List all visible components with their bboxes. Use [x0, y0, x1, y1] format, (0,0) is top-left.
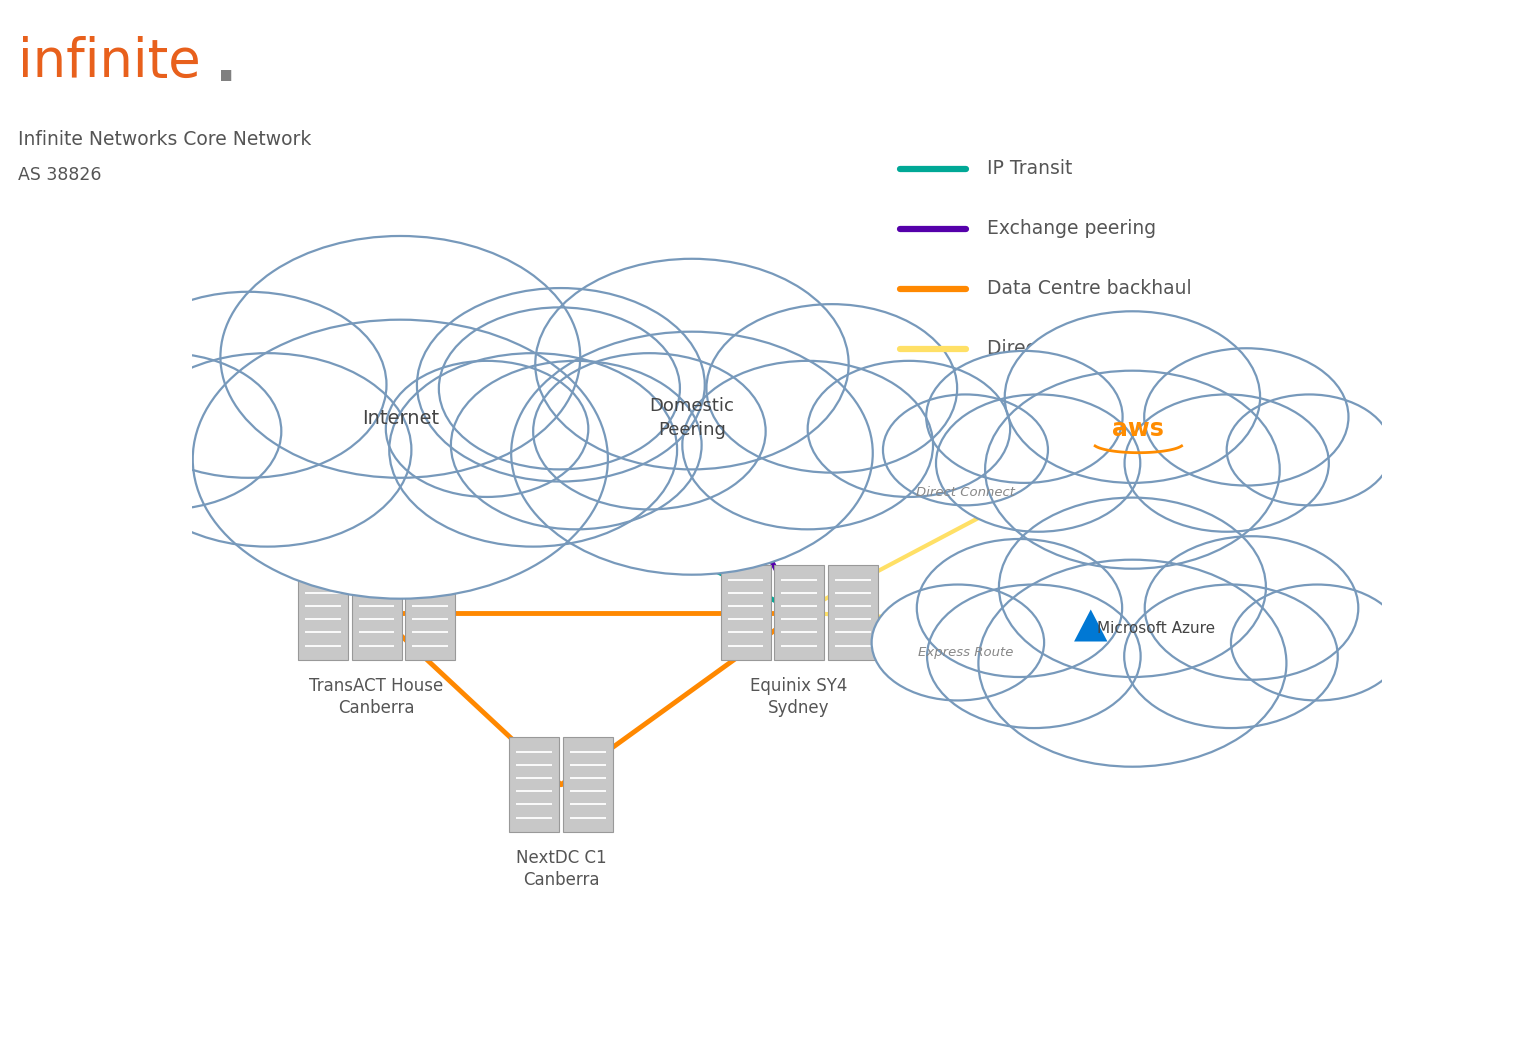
Text: NextDC C1
Canberra: NextDC C1 Canberra [516, 849, 607, 889]
Circle shape [871, 585, 1044, 700]
Circle shape [533, 353, 765, 509]
Text: IP Transit: IP Transit [988, 159, 1072, 178]
Text: TransACT House
Canberra: TransACT House Canberra [309, 676, 444, 717]
FancyBboxPatch shape [406, 565, 455, 661]
Text: Data Centre backhaul: Data Centre backhaul [988, 279, 1192, 298]
Circle shape [416, 288, 705, 481]
FancyBboxPatch shape [720, 565, 771, 661]
Circle shape [389, 353, 677, 547]
Circle shape [707, 304, 957, 473]
Text: Express Route: Express Route [919, 646, 1014, 659]
Circle shape [883, 395, 1048, 505]
Circle shape [926, 351, 1123, 483]
Circle shape [192, 320, 608, 598]
FancyBboxPatch shape [352, 565, 401, 661]
Circle shape [1144, 348, 1349, 485]
Circle shape [978, 560, 1287, 767]
Text: Internet: Internet [362, 409, 439, 428]
Text: infinite: infinite [18, 36, 201, 88]
FancyBboxPatch shape [510, 737, 559, 832]
Circle shape [1227, 395, 1392, 505]
Circle shape [452, 361, 702, 529]
Text: .: . [215, 36, 237, 94]
Circle shape [123, 353, 412, 547]
Circle shape [935, 395, 1140, 532]
Circle shape [1230, 585, 1404, 700]
Circle shape [439, 308, 680, 470]
Circle shape [1124, 395, 1329, 532]
Polygon shape [1074, 610, 1107, 641]
Circle shape [1124, 585, 1338, 728]
FancyBboxPatch shape [298, 565, 349, 661]
Circle shape [917, 539, 1123, 677]
Circle shape [998, 498, 1266, 677]
Text: AS 38826: AS 38826 [18, 166, 101, 184]
Circle shape [1005, 312, 1260, 483]
Circle shape [985, 371, 1279, 568]
Text: aws: aws [1112, 417, 1164, 441]
Circle shape [386, 361, 588, 497]
Circle shape [535, 259, 849, 470]
Text: Domestic
Peering: Domestic Peering [650, 397, 734, 438]
Text: Microsoft Azure: Microsoft Azure [1097, 621, 1215, 636]
Circle shape [682, 361, 932, 529]
Circle shape [109, 292, 387, 478]
Circle shape [221, 236, 581, 478]
FancyBboxPatch shape [828, 565, 877, 661]
Circle shape [1144, 536, 1358, 680]
Circle shape [808, 361, 1011, 497]
Text: Infinite Networks Core Network: Infinite Networks Core Network [18, 130, 312, 149]
Circle shape [511, 331, 872, 575]
FancyBboxPatch shape [774, 565, 825, 661]
Text: Direct Connect: Direct Connect [917, 486, 1015, 499]
Circle shape [928, 585, 1141, 728]
Text: Equinix SY4
Sydney: Equinix SY4 Sydney [751, 676, 848, 717]
Text: Exchange peering: Exchange peering [988, 219, 1157, 238]
Text: Direct peering: Direct peering [988, 339, 1121, 358]
Circle shape [49, 353, 281, 509]
FancyBboxPatch shape [562, 737, 613, 832]
